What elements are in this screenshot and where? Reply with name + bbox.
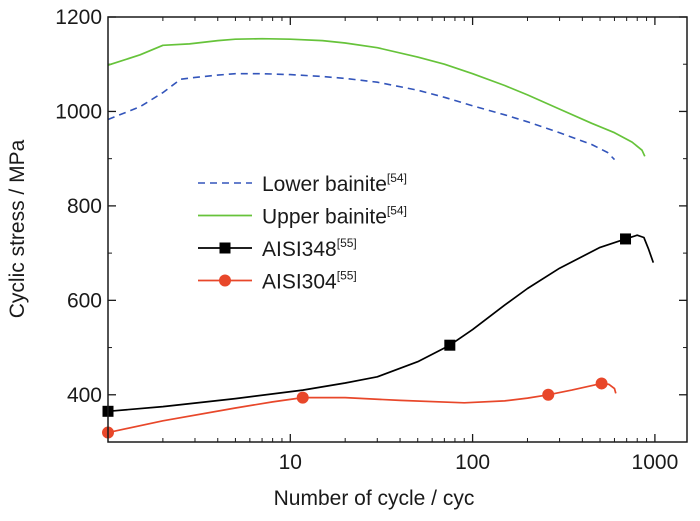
x-tick-label: 100 — [455, 451, 490, 474]
plot-frame — [107, 16, 688, 443]
series-line-aisi304 — [108, 382, 617, 434]
x-tick-label: 1000 — [632, 451, 679, 474]
legend-label-text: AISI348 — [262, 238, 337, 261]
axes: 400 600 800 1000 1200 10 100 1000 — [55, 6, 687, 474]
data-point-aisi348 — [620, 233, 632, 245]
data-point-aisi304 — [595, 377, 608, 390]
y-tick-label: 600 — [67, 289, 102, 312]
data-point-aisi304 — [542, 388, 555, 401]
legend-label-upper-bainite: Upper bainite[54] — [262, 204, 407, 229]
legend-marker-aisi348 — [219, 242, 231, 254]
series-line-upper-bainite — [108, 37, 646, 157]
legend-marker-aisi304 — [219, 274, 231, 287]
legend-label-ref: [55] — [337, 236, 357, 250]
series-line-lower-bainite — [108, 72, 616, 161]
data-point-aisi304 — [296, 391, 309, 404]
legend-label-aisi348: AISI348[55] — [262, 236, 357, 261]
legend-label-ref: [54] — [387, 204, 407, 218]
y-tick-label: 1200 — [55, 6, 102, 29]
legend-label-lower-bainite: Lower bainite[54] — [262, 171, 407, 196]
plot-frame-group — [107, 16, 688, 443]
legend-label-ref: [55] — [337, 269, 357, 283]
series-layer — [102, 37, 655, 439]
data-point-aisi348 — [444, 339, 456, 351]
legend-label-text: Upper bainite — [262, 206, 387, 229]
y-tick-label: 1000 — [55, 100, 102, 123]
x-tick-label: 10 — [279, 451, 302, 474]
y-tick-label: 800 — [67, 195, 102, 218]
legend-label-text: AISI304 — [262, 271, 337, 294]
legend-label-text: Lower bainite — [262, 173, 387, 196]
legend: Lower bainite[54]Upper bainite[54]AISI34… — [198, 171, 407, 294]
y-axis-title: Cyclic stress / MPa — [6, 139, 29, 318]
legend-label-ref: [54] — [387, 171, 407, 185]
x-axis-title: Number of cycle / cyc — [274, 487, 475, 510]
y-tick-label: 400 — [67, 384, 102, 407]
series-line-aisi348 — [108, 234, 655, 413]
legend-label-aisi304: AISI304[55] — [262, 269, 357, 294]
